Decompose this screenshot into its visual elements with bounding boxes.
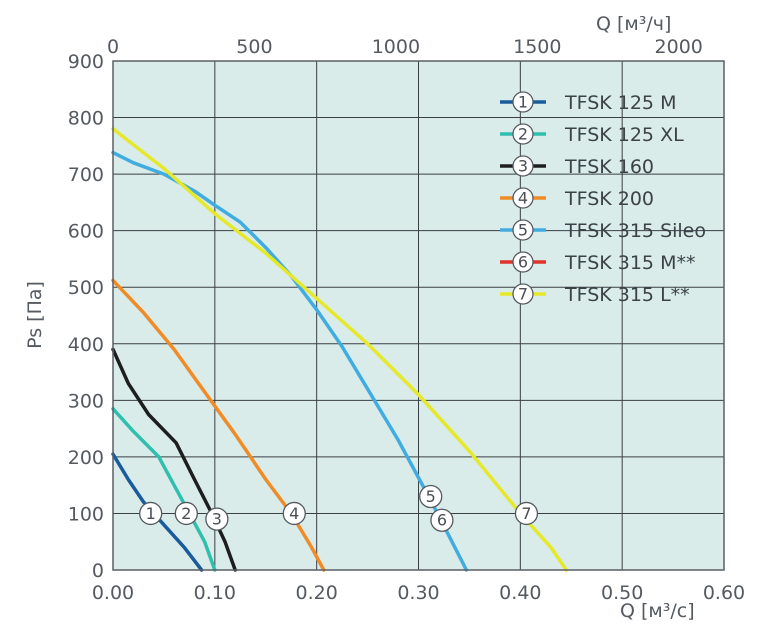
curve-marker-7: 7 — [514, 501, 539, 526]
legend-label: TFSK 315 M** — [564, 252, 695, 274]
x-tick-label: 0.30 — [397, 582, 439, 604]
series-line-2 — [111, 407, 217, 572]
legend-marker-circle — [512, 251, 534, 273]
legend-marker-circle — [512, 187, 534, 209]
legend-marker-label: 4 — [518, 189, 528, 208]
curve-marker-circle — [282, 501, 306, 526]
series-line-4 — [111, 278, 326, 572]
legend-label: TFSK 125 M — [564, 92, 676, 114]
legend-label: TFSK 200 — [564, 188, 654, 210]
curve-marker-4: 4 — [282, 501, 306, 526]
curve-marker-3: 3 — [205, 507, 229, 531]
legend-item-2: 2 TFSK 125 XL — [500, 123, 684, 146]
x2-tick-label: 500 — [236, 36, 272, 58]
legend-marker-circle — [512, 219, 534, 241]
y-tick-label: 900 — [68, 51, 104, 73]
legend-marker-label: 1 — [518, 93, 528, 112]
y-tick-label: 500 — [68, 277, 104, 299]
curve-marker-circle — [430, 508, 454, 532]
legend-item-4: 4 TFSK 200 — [500, 187, 654, 210]
legend-item-1: 1 TFSK 125 M — [500, 91, 676, 114]
y-tick-label: 800 — [68, 108, 104, 130]
x-tick-label: 0.20 — [296, 582, 338, 604]
x-tick-label: 0.60 — [703, 582, 745, 604]
x2-tick-label: 0 — [107, 36, 119, 58]
curve-marker-2: 2 — [174, 501, 198, 526]
curve-marker-circle — [174, 501, 198, 526]
legend-marker-label: 3 — [518, 157, 528, 176]
legend-marker-circle — [512, 155, 534, 177]
curve-marker-5: 5 — [419, 484, 443, 509]
y-tick-label: 200 — [68, 447, 104, 469]
x-tick-label: 0.50 — [601, 582, 643, 604]
x2-tick-label: 2000 — [655, 36, 703, 58]
legend-label: TFSK 315 Sileo — [564, 220, 706, 242]
x-axis-label: Q [м³/с] — [620, 600, 695, 622]
curve-marker-label: 5 — [426, 487, 436, 506]
curve-marker-circle — [419, 484, 443, 509]
x2-tick-label: 1500 — [513, 36, 561, 58]
y-tick-label: 600 — [68, 221, 104, 243]
series-line-7 — [111, 127, 568, 572]
series-layer — [111, 127, 568, 572]
legend-item-5: 5 TFSK 315 Sileo — [500, 219, 706, 242]
curve-markers: 1 2 3 4 56 7 — [139, 484, 539, 532]
curve-marker-circle — [205, 507, 229, 531]
curve-marker-label: 3 — [212, 510, 222, 529]
curve-marker-label: 6 — [437, 511, 447, 530]
legend-item-6: 6 TFSK 315 M** — [500, 251, 695, 274]
y-tick-label: 400 — [68, 334, 104, 356]
legend-marker-label: 2 — [518, 125, 528, 144]
legend-marker-circle — [512, 123, 534, 145]
x2-tick-label: 1000 — [372, 36, 420, 58]
series-line-3 — [111, 347, 237, 572]
y-axis-label: Ps [Па] — [24, 281, 46, 349]
curve-marker-circle — [139, 501, 163, 526]
x-tick-label: 0.40 — [499, 582, 541, 604]
curve-marker-label: 1 — [146, 504, 156, 523]
legend-label: TFSK 315 L** — [564, 284, 690, 306]
y-tick-label: 700 — [68, 164, 104, 186]
legend-marker-circle — [512, 283, 534, 305]
legend-item-3: 3 TFSK 160 — [500, 155, 654, 178]
legend-item-7: 7 TFSK 315 L** — [500, 283, 690, 306]
y-axis-ticks: 0 100 200 300 400 500 600 700 800 900 — [68, 51, 104, 582]
plot-frame — [112, 60, 725, 571]
curve-marker-6: 6 — [430, 508, 454, 532]
x-tick-label: 0.10 — [194, 582, 236, 604]
y-tick-label: 300 — [68, 390, 104, 412]
legend: 1 TFSK 125 M 2 TFSK 125 XL 3 TFSK 160 4 TFSK 20… — [500, 91, 706, 306]
x2-axis-ticks: 0 500 1000 1500 2000 — [107, 36, 703, 58]
legend-marker-label: 5 — [518, 221, 528, 240]
legend-label: TFSK 125 XL — [564, 124, 684, 146]
curve-marker-label: 4 — [289, 504, 299, 523]
legend-marker-circle — [512, 91, 534, 113]
x2-axis-label: Q [м³/ч] — [596, 13, 671, 35]
y-tick-label: 100 — [68, 503, 104, 525]
legend-marker-label: 6 — [518, 253, 528, 272]
x-axis-ticks: 0.00 0.10 0.20 0.30 0.40 0.50 0.60 — [92, 582, 745, 604]
curve-marker-1: 1 — [139, 501, 163, 526]
curve-marker-circle — [514, 501, 539, 526]
legend-marker-label: 7 — [518, 285, 528, 304]
x-tick-label: 0.00 — [92, 582, 134, 604]
legend-label: TFSK 160 — [564, 156, 654, 178]
curve-marker-label: 2 — [181, 504, 191, 523]
curve-marker-label: 7 — [521, 504, 531, 523]
y-tick-label: 0 — [92, 560, 104, 582]
